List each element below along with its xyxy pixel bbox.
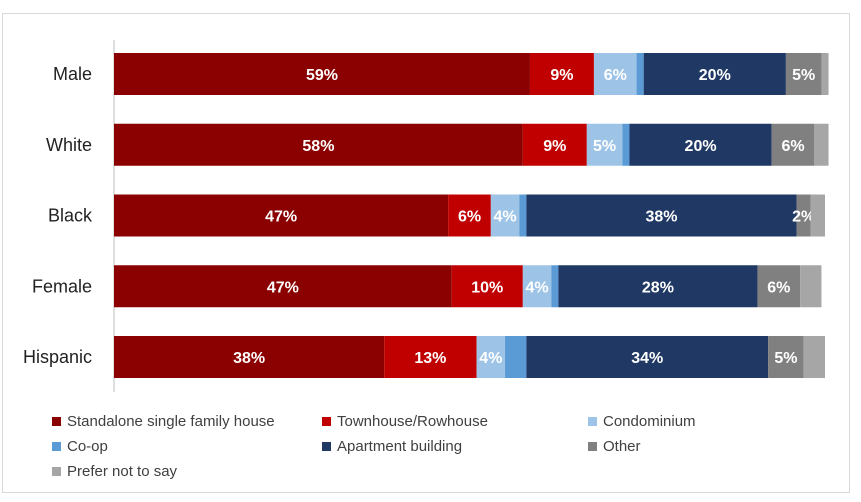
- data-label-male-other: 5%: [792, 67, 815, 84]
- data-label-female-condominium: 4%: [525, 279, 548, 296]
- data-label-white-apartment-building: 20%: [685, 138, 717, 155]
- data-label-hispanic-apartment-building: 34%: [631, 350, 663, 367]
- legend-label-other: Other: [603, 438, 641, 455]
- bar-segment-white-condominium: [586, 123, 623, 166]
- data-label-white-condominium: 5%: [593, 138, 616, 155]
- bar-segment-female-standalone-single-family-house: [114, 265, 452, 308]
- data-label-white-other: 6%: [781, 138, 804, 155]
- data-label-black-townhouse-rowhouse: 6%: [458, 209, 481, 226]
- bar-segment-black-condominium: [490, 194, 520, 237]
- data-label-male-apartment-building: 20%: [699, 67, 731, 84]
- data-label-hispanic-townhouse-rowhouse: 13%: [414, 350, 446, 367]
- legend-swatch-prefer-not-to-say: [52, 467, 61, 476]
- data-label-female-townhouse-rowhouse: 10%: [471, 279, 503, 296]
- bar-segment-hispanic-condominium: [476, 336, 506, 378]
- bar-segment-male-apartment-building: [643, 53, 786, 95]
- bar-segment-black-apartment-building: [526, 194, 797, 237]
- bar-segment-male-townhouse-rowhouse: [529, 53, 594, 95]
- bar-segment-male-co-op: [636, 53, 644, 95]
- bar-segment-hispanic-other: [768, 336, 804, 378]
- bar-segment-white-townhouse-rowhouse: [522, 123, 587, 166]
- bar-segment-white-apartment-building: [629, 123, 772, 166]
- bar-segment-female-other: [757, 265, 801, 308]
- bar-segment-female-townhouse-rowhouse: [451, 265, 523, 308]
- bar-segment-male-condominium: [593, 53, 637, 95]
- category-label-female: Female: [32, 276, 92, 296]
- bar-segment-black-prefer-not-to-say: [810, 194, 825, 237]
- chart-frame: [2, 13, 850, 493]
- legend-swatch-other: [588, 442, 597, 451]
- category-label-male: Male: [53, 64, 92, 84]
- bar-segment-male-standalone-single-family-house: [114, 53, 530, 95]
- legend-swatch-apartment-building: [322, 442, 331, 451]
- bar-segment-female-co-op: [551, 265, 559, 308]
- category-label-black: Black: [48, 206, 93, 226]
- bar-segment-white-prefer-not-to-say: [814, 123, 829, 166]
- legend-swatch-condominium: [588, 417, 597, 426]
- legend-label-apartment-building: Apartment building: [337, 438, 462, 455]
- bar-segment-white-standalone-single-family-house: [114, 123, 523, 166]
- data-label-male-townhouse-rowhouse: 9%: [550, 67, 573, 84]
- bar-segment-black-standalone-single-family-house: [114, 194, 449, 237]
- data-label-hispanic-condominium: 4%: [479, 350, 502, 367]
- bar-segment-black-townhouse-rowhouse: [448, 194, 491, 237]
- legend-swatch-co-op: [52, 442, 61, 451]
- data-label-male-condominium: 6%: [604, 67, 627, 84]
- bar-segment-black-other: [796, 194, 811, 237]
- bar-segment-hispanic-co-op: [505, 336, 527, 378]
- data-label-hispanic-standalone-single-family-house: 38%: [233, 350, 265, 367]
- legend-swatch-standalone-single-family-house: [52, 417, 61, 426]
- bar-segment-hispanic-standalone-single-family-house: [114, 336, 385, 378]
- bar-segment-black-co-op: [519, 194, 527, 237]
- bar-segment-male-prefer-not-to-say: [821, 53, 829, 95]
- data-label-white-standalone-single-family-house: 58%: [302, 138, 334, 155]
- legend-label-prefer-not-to-say: Prefer not to say: [67, 463, 178, 480]
- data-label-black-standalone-single-family-house: 47%: [265, 209, 297, 226]
- bar-segment-female-apartment-building: [558, 265, 758, 308]
- data-label-female-standalone-single-family-house: 47%: [267, 279, 299, 296]
- data-label-white-townhouse-rowhouse: 9%: [543, 138, 566, 155]
- category-label-white: White: [46, 135, 92, 155]
- legend-label-co-op: Co-op: [67, 438, 108, 455]
- legend-swatch-townhouse-rowhouse: [322, 417, 331, 426]
- bar-segment-white-other: [771, 123, 815, 166]
- data-label-female-other: 6%: [767, 279, 790, 296]
- legend-label-standalone-single-family-house: Standalone single family house: [67, 413, 275, 430]
- legend-label-condominium: Condominium: [603, 413, 696, 430]
- bar-segment-male-other: [785, 53, 822, 95]
- legend-label-townhouse-rowhouse: Townhouse/Rowhouse: [337, 413, 488, 430]
- data-label-black-condominium: 4%: [493, 209, 516, 226]
- category-label-hispanic: Hispanic: [23, 347, 92, 367]
- data-label-black-other: 2%: [792, 209, 815, 226]
- data-label-black-apartment-building: 38%: [645, 209, 677, 226]
- bar-segment-female-condominium: [522, 265, 552, 308]
- data-label-male-standalone-single-family-house: 59%: [306, 67, 338, 84]
- data-label-female-apartment-building: 28%: [642, 279, 674, 296]
- bar-segment-hispanic-prefer-not-to-say: [803, 336, 825, 378]
- bar-segment-hispanic-townhouse-rowhouse: [384, 336, 477, 378]
- bar-segment-white-co-op: [622, 123, 630, 166]
- bar-segment-female-prefer-not-to-say: [800, 265, 822, 308]
- bar-segment-hispanic-apartment-building: [526, 336, 769, 378]
- data-label-hispanic-other: 5%: [774, 350, 797, 367]
